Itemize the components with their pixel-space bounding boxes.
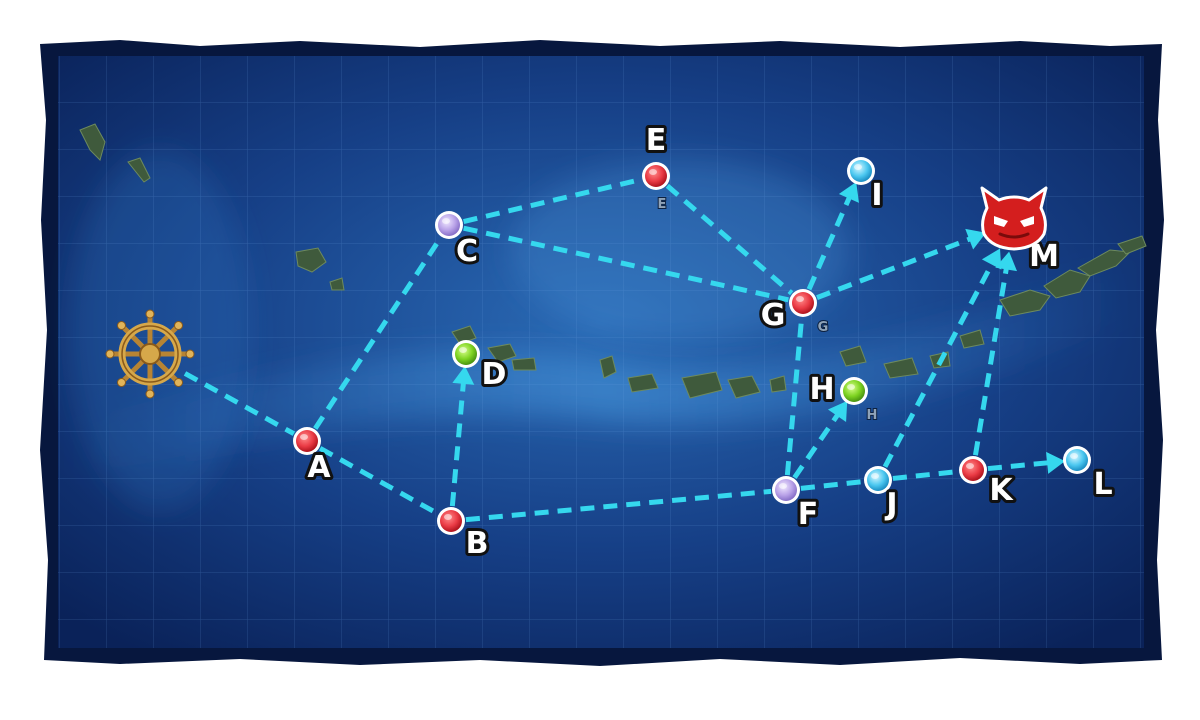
route-g-i	[806, 181, 860, 291]
route-b-d	[449, 365, 475, 507]
route-f-g	[784, 317, 805, 476]
route-arrowhead	[1046, 451, 1066, 474]
node-label: H	[809, 372, 834, 407]
node-j[interactable]: J	[864, 466, 901, 525]
node-h[interactable]: HH	[806, 369, 878, 424]
route-f-j	[800, 479, 864, 491]
node-f[interactable]: F	[772, 476, 821, 535]
node-label: C	[456, 234, 478, 269]
route-arrowhead	[452, 365, 475, 385]
node-empty-marker	[438, 214, 460, 236]
node-i[interactable]: I	[847, 157, 886, 216]
node-sublabel: E	[658, 197, 667, 212]
route-arrowhead	[981, 248, 1002, 270]
node-label: E	[646, 123, 667, 158]
node-battle-marker	[645, 165, 667, 187]
node-end-marker	[850, 160, 872, 182]
route-k-l	[987, 451, 1066, 474]
node-sublabel: H	[867, 408, 878, 423]
node-battle-marker	[296, 430, 318, 452]
map-grid	[58, 56, 1144, 648]
route-arrowhead	[838, 181, 860, 203]
node-label: I	[871, 178, 882, 213]
node-label: M	[1029, 239, 1059, 274]
node-label: L	[1093, 467, 1112, 502]
node-battle-marker	[440, 510, 462, 532]
node-e[interactable]: EE	[642, 120, 670, 213]
route-g-m	[816, 228, 986, 300]
route-c-g	[463, 225, 789, 303]
route-start-a	[183, 371, 296, 436]
node-battle-marker	[962, 459, 984, 481]
route-j-k	[892, 469, 959, 481]
node-c[interactable]: C	[435, 211, 481, 272]
node-sublabel: G	[818, 320, 829, 335]
boss-demon-face-icon[interactable]	[980, 186, 1048, 251]
route-c-e	[463, 177, 642, 224]
route-arrowhead	[965, 228, 986, 250]
node-label: D	[482, 357, 507, 392]
node-label: A	[307, 450, 331, 485]
node-empty-marker	[775, 479, 797, 501]
node-k[interactable]: K	[959, 456, 1017, 511]
route-b-f	[465, 488, 772, 523]
node-label: B	[466, 526, 489, 561]
node-battle-marker	[792, 292, 814, 314]
node-label: G	[761, 298, 786, 333]
node-resource-marker	[455, 343, 477, 365]
node-d[interactable]: D	[452, 340, 509, 395]
node-label: F	[798, 497, 819, 532]
node-l[interactable]: L	[1063, 446, 1116, 505]
node-m[interactable]: M	[1026, 236, 1062, 277]
node-b[interactable]: B	[437, 507, 491, 564]
node-label: K	[989, 473, 1014, 508]
route-arrowhead	[995, 251, 1018, 272]
route-j-m	[882, 248, 1002, 468]
node-end-marker	[1066, 449, 1088, 471]
route-k-m	[972, 251, 1018, 456]
route-e-g	[665, 183, 794, 296]
start-ship-wheel-icon[interactable]	[105, 309, 195, 399]
node-resource-marker	[843, 380, 865, 402]
route-a-c	[313, 236, 443, 430]
route-arrowhead	[827, 400, 848, 422]
route-f-h	[792, 400, 848, 480]
node-a[interactable]: A	[293, 427, 334, 488]
islands	[79, 123, 1147, 399]
node-label: J	[884, 487, 897, 522]
routes-layer	[183, 177, 1066, 523]
